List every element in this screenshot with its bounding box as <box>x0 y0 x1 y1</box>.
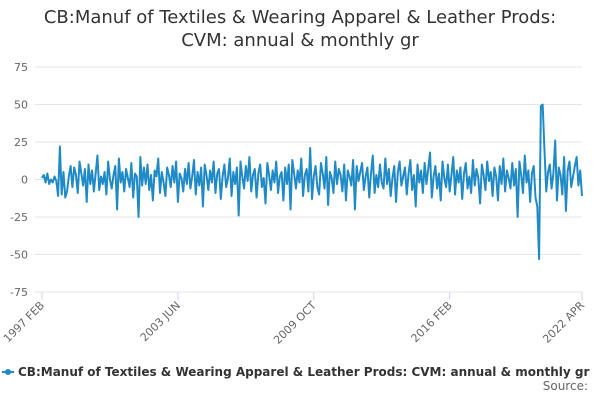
legend-marker <box>5 369 11 375</box>
chart-title: CB:Manuf of Textiles & Wearing Apparel &… <box>43 7 557 51</box>
y-tick-label: 25 <box>14 136 28 149</box>
y-tick-label: 50 <box>14 99 28 112</box>
y-tick-label: -50 <box>10 249 28 262</box>
x-tick-label: 2003 JUN <box>138 299 183 344</box>
y-tick-label: -75 <box>10 286 28 299</box>
x-tick-label: 2009 OCT <box>271 299 319 347</box>
x-tick-label: 2016 FEB <box>409 299 455 345</box>
y-tick-label: 75 <box>14 61 28 74</box>
y-tick-label: -25 <box>10 211 28 224</box>
source: Source: <box>543 379 588 393</box>
legend-label: CB:Manuf of Textiles & Wearing Apparel &… <box>18 365 590 379</box>
x-tick-label: 1997 FEB <box>1 299 47 345</box>
y-tick-label: 0 <box>21 174 28 187</box>
x-tick-label: 2022 APR <box>540 299 587 346</box>
data-line <box>41 103 583 260</box>
